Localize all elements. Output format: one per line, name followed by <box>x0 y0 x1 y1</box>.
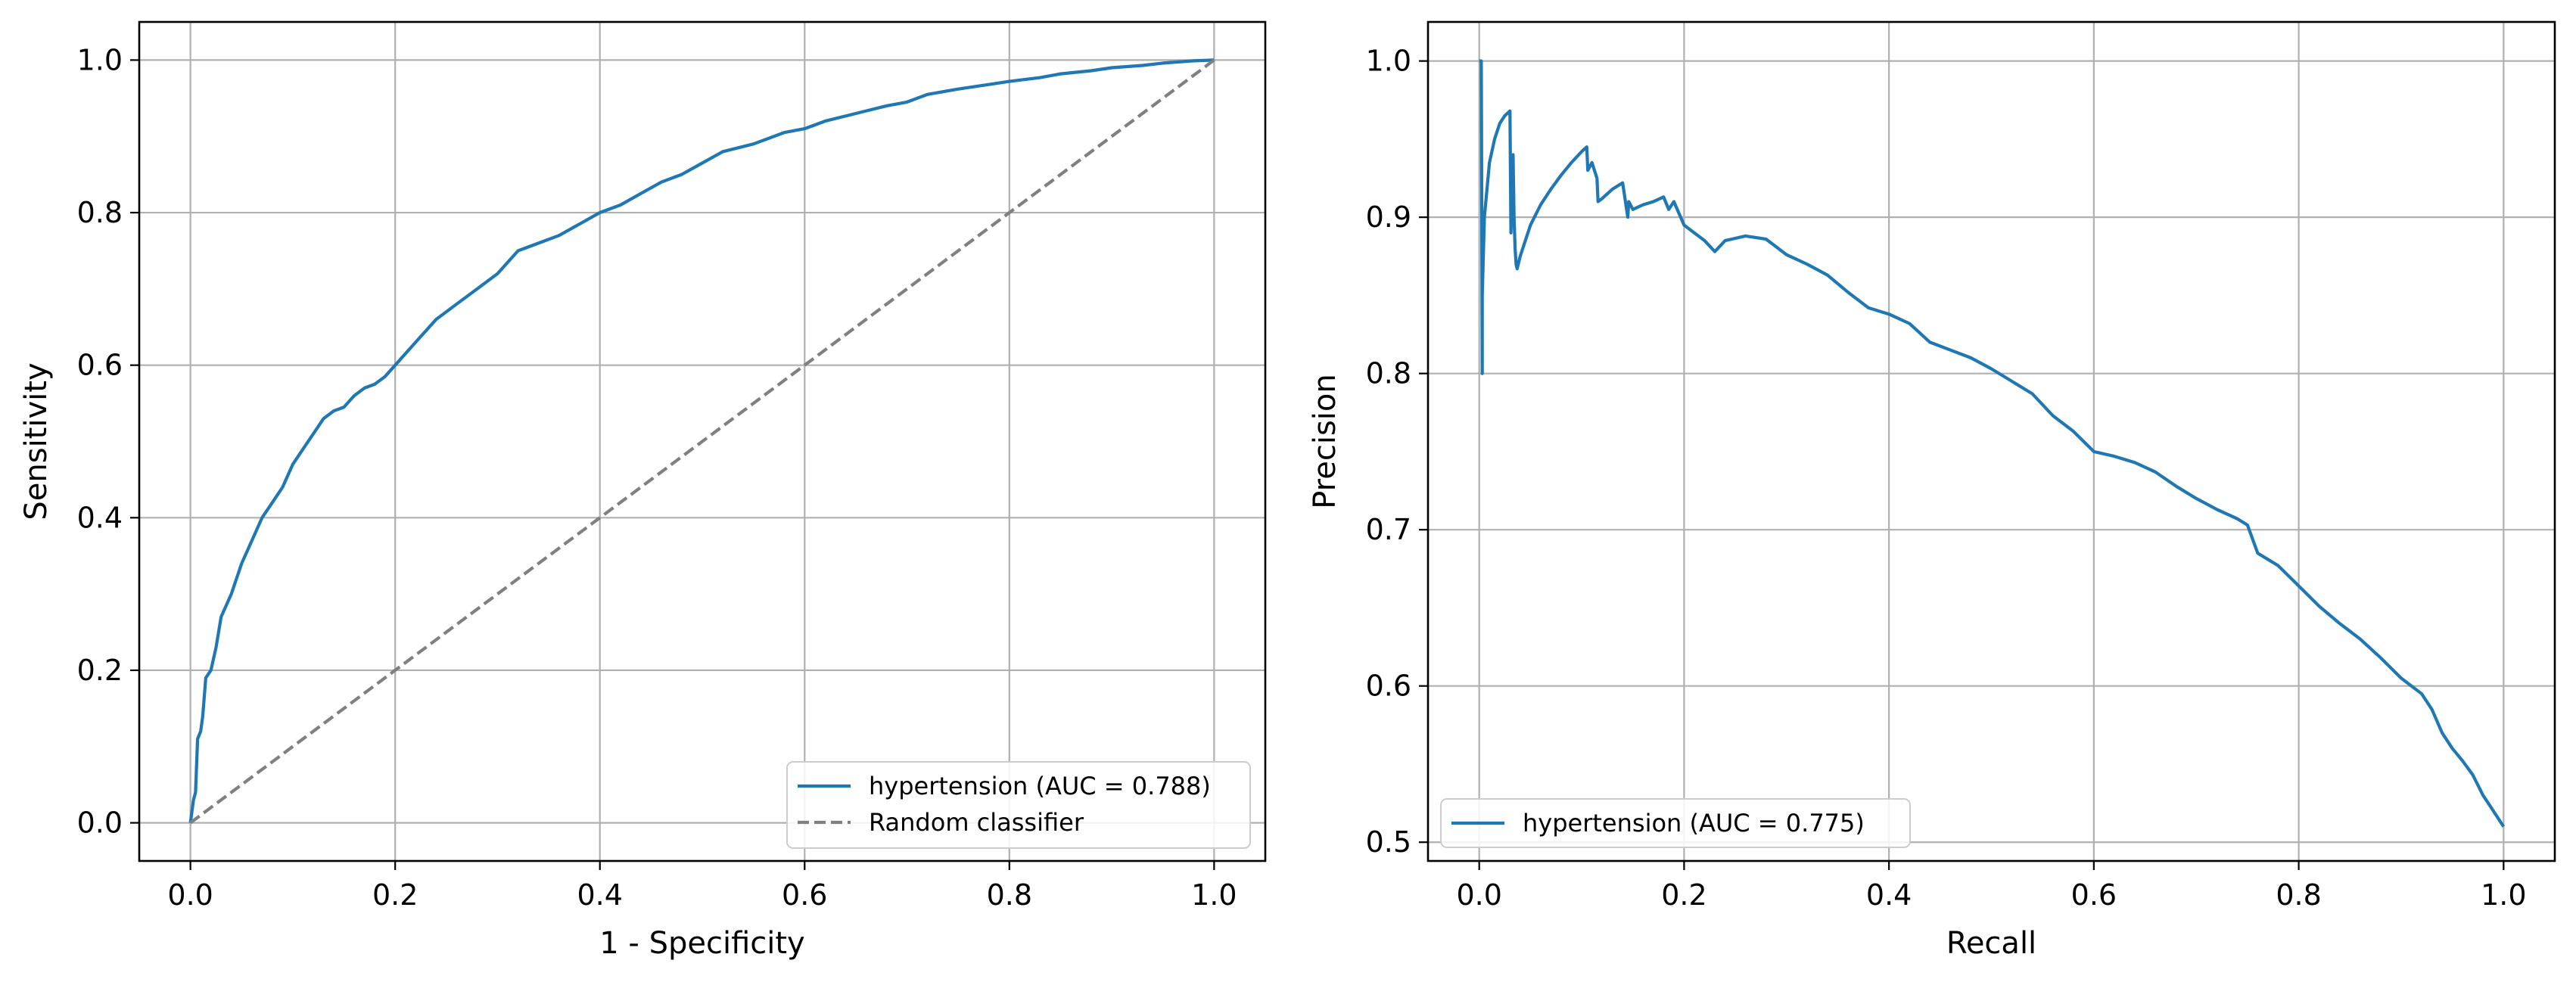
y-tick-label: 0.0 <box>77 806 123 840</box>
y-axis-label: Sensitivity <box>19 362 54 520</box>
chart-panel-1: 0.0 0.2 0.4 0.6 0.8 1.0 0.0 0.2 0.4 0.6 0.8 1.0 1 - … <box>19 20 1267 961</box>
y-tick-label: 0.5 <box>1366 825 1411 859</box>
y-tick-label: 0.2 <box>77 654 123 687</box>
y-tick-label: 1.0 <box>77 43 123 76</box>
series-line-1 <box>188 58 1215 823</box>
x-tick-label: 0.6 <box>782 878 827 912</box>
legend-box <box>1440 798 1911 848</box>
series-line-1 <box>1479 59 2506 828</box>
x-axis-label: Recall <box>1946 926 2036 961</box>
y-axis-label: Precision <box>1308 374 1342 508</box>
x-axis-label: 1 - Specificity <box>599 926 804 961</box>
y-tick-label: 0.8 <box>77 196 123 229</box>
y-tick-label: 0.6 <box>1366 670 1411 703</box>
plot-frame <box>138 20 1267 862</box>
x-tick-label: 0.0 <box>167 878 213 912</box>
x-tick-label: 1.0 <box>1191 878 1237 912</box>
x-tick-label: 0.8 <box>987 878 1032 912</box>
plot-frame <box>1426 20 2556 862</box>
x-tick-label: 0.4 <box>577 878 623 912</box>
x-tick-label: 0.0 <box>1456 878 1501 912</box>
x-tick-label: 1.0 <box>2481 878 2526 912</box>
legend-entry-label: hypertension (AUC = 0.788) <box>869 772 1211 800</box>
legend-entry-label: Random classifier <box>869 808 1084 837</box>
legend-box <box>786 761 1251 849</box>
y-tick-label: 0.6 <box>77 349 123 382</box>
x-tick-label: 0.6 <box>2071 878 2117 912</box>
y-tick-label: 0.8 <box>1366 357 1411 390</box>
y-tick-label: 1.0 <box>1366 45 1411 78</box>
x-tick-label: 0.8 <box>2276 878 2321 912</box>
x-tick-label: 0.4 <box>1866 878 1912 912</box>
chart-panel-2: 0.0 0.2 0.4 0.6 0.8 1.0 0.5 0.6 0.7 0.8 0.9 1.0 Reca… <box>1308 20 2556 961</box>
x-tick-label: 0.2 <box>372 878 418 912</box>
y-tick-label: 0.9 <box>1366 200 1411 234</box>
x-tick-label: 0.2 <box>1661 878 1706 912</box>
legend: hypertension (AUC = 0.788) Random classif… <box>786 761 1251 849</box>
legend: hypertension (AUC = 0.775) <box>1440 798 1911 848</box>
y-tick-label: 0.4 <box>77 501 123 534</box>
legend-entry-label: hypertension (AUC = 0.775) <box>1523 809 1865 837</box>
y-tick-label: 0.7 <box>1366 513 1411 546</box>
series-line-2 <box>189 58 1215 825</box>
